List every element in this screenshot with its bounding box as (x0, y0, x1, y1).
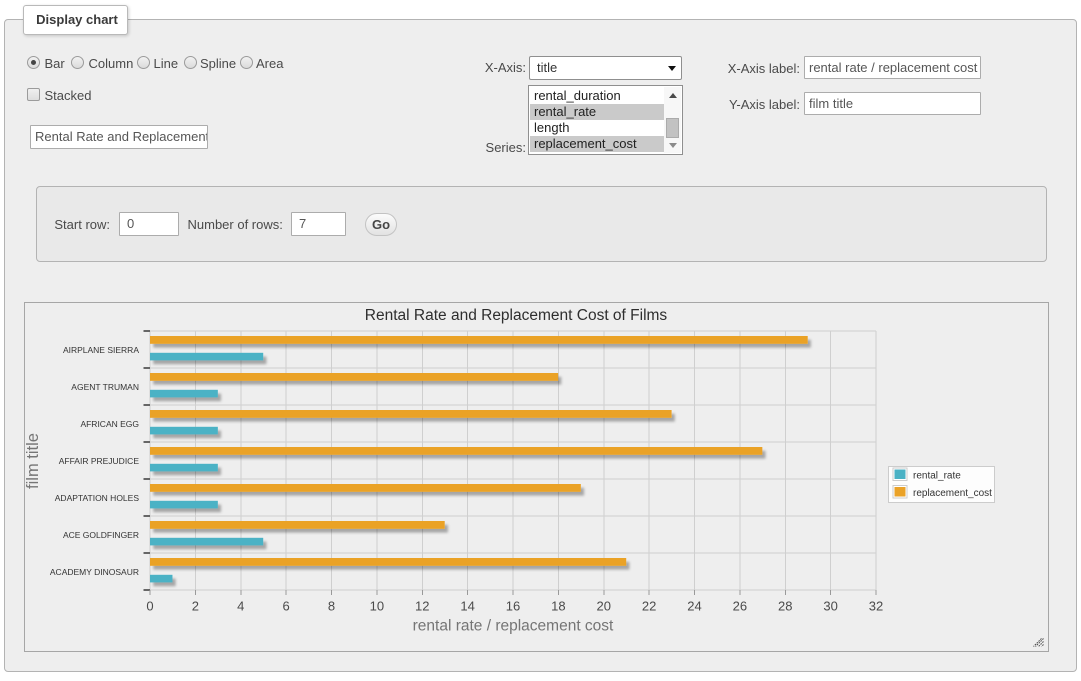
svg-text:2: 2 (192, 599, 199, 614)
svg-text:AFRICAN EGG: AFRICAN EGG (80, 419, 139, 429)
svg-text:20: 20 (597, 599, 611, 614)
svg-text:ACE GOLDFINGER: ACE GOLDFINGER (63, 530, 139, 540)
svg-text:10: 10 (370, 599, 384, 614)
svg-text:replacement_cost: replacement_cost (913, 488, 992, 499)
svg-text:32: 32 (869, 599, 883, 614)
svg-text:22: 22 (642, 599, 656, 614)
svg-text:AGENT TRUMAN: AGENT TRUMAN (71, 382, 139, 392)
svg-text:Rental Rate and Replacement Co: Rental Rate and Replacement Cost of Film… (365, 307, 668, 324)
svg-text:film title: film title (25, 433, 42, 489)
svg-text:ACADEMY DINOSAUR: ACADEMY DINOSAUR (50, 567, 139, 577)
svg-text:rental_rate: rental_rate (913, 470, 961, 481)
svg-text:0: 0 (146, 599, 153, 614)
svg-text:ADAPTATION HOLES: ADAPTATION HOLES (55, 493, 140, 503)
svg-text:AFFAIR PREJUDICE: AFFAIR PREJUDICE (59, 456, 140, 466)
svg-text:26: 26 (733, 599, 747, 614)
svg-text:6: 6 (283, 599, 290, 614)
svg-text:24: 24 (687, 599, 701, 614)
svg-text:14: 14 (460, 599, 474, 614)
svg-text:18: 18 (551, 599, 565, 614)
svg-text:16: 16 (506, 599, 520, 614)
svg-text:rental rate / replacement cost: rental rate / replacement cost (413, 618, 614, 635)
svg-text:30: 30 (823, 599, 837, 614)
svg-text:AIRPLANE SIERRA: AIRPLANE SIERRA (63, 345, 139, 355)
svg-text:4: 4 (237, 599, 244, 614)
svg-text:12: 12 (415, 599, 429, 614)
svg-text:8: 8 (328, 599, 335, 614)
svg-text:28: 28 (778, 599, 792, 614)
